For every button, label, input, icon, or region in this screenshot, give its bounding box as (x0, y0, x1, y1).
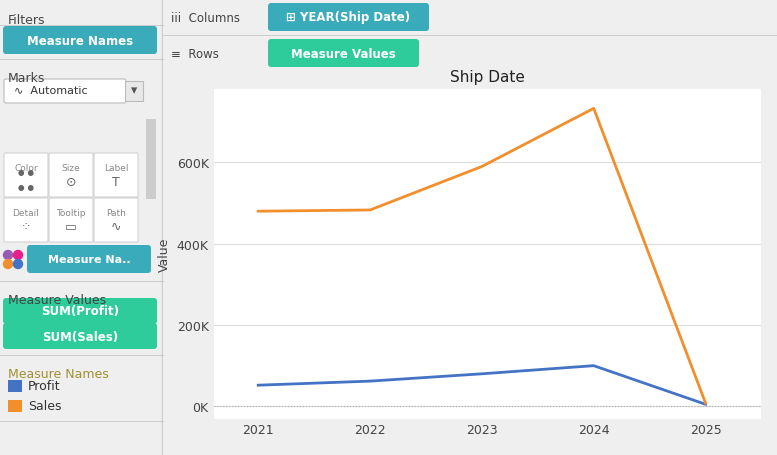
Text: Detail: Detail (12, 208, 40, 217)
FancyBboxPatch shape (4, 198, 48, 243)
Text: ∿  Automatic: ∿ Automatic (14, 86, 88, 96)
Text: ≡  Rows: ≡ Rows (171, 47, 219, 61)
FancyBboxPatch shape (94, 198, 138, 243)
Text: T: T (112, 176, 120, 188)
FancyBboxPatch shape (268, 40, 419, 68)
Text: Marks: Marks (8, 72, 45, 85)
Text: Sales: Sales (28, 399, 61, 413)
Bar (8, 380, 22, 392)
Text: Measure Names: Measure Names (8, 367, 109, 380)
Circle shape (4, 251, 12, 260)
Text: Measure Values: Measure Values (291, 47, 395, 61)
Text: Label: Label (104, 164, 128, 172)
Text: ⊙: ⊙ (66, 176, 76, 188)
Text: ▭: ▭ (65, 220, 77, 233)
Text: Color: Color (14, 164, 38, 172)
Text: Profit: Profit (28, 379, 61, 393)
Text: Size: Size (61, 164, 80, 172)
Text: ⁘: ⁘ (21, 220, 31, 233)
Text: Measure Values: Measure Values (8, 293, 106, 306)
FancyBboxPatch shape (4, 80, 126, 104)
Y-axis label: Value: Value (158, 237, 171, 272)
Title: Ship Date: Ship Date (450, 70, 525, 85)
Bar (125, 82, 143, 102)
Text: ▾: ▾ (131, 84, 137, 97)
Text: ∿: ∿ (111, 220, 121, 233)
FancyBboxPatch shape (3, 298, 157, 324)
Text: Measure Na..: Measure Na.. (47, 254, 131, 264)
Circle shape (4, 260, 12, 269)
Text: Measure Names: Measure Names (27, 35, 133, 47)
Text: SUM(Sales): SUM(Sales) (42, 330, 118, 343)
FancyBboxPatch shape (268, 4, 429, 32)
FancyBboxPatch shape (27, 245, 151, 273)
Text: Filters: Filters (8, 14, 46, 27)
FancyBboxPatch shape (4, 154, 48, 197)
FancyBboxPatch shape (3, 324, 157, 349)
FancyBboxPatch shape (3, 27, 157, 55)
Text: Tooltip: Tooltip (56, 208, 85, 217)
FancyBboxPatch shape (94, 154, 138, 197)
Circle shape (13, 251, 23, 260)
FancyBboxPatch shape (49, 198, 93, 243)
Circle shape (13, 260, 23, 269)
Text: Path: Path (106, 208, 126, 217)
FancyBboxPatch shape (49, 154, 93, 197)
Text: iii  Columns: iii Columns (171, 11, 240, 25)
Text: ⚫⚫
⚫⚫: ⚫⚫ ⚫⚫ (16, 168, 37, 196)
Bar (146, 120, 156, 200)
Text: SUM(Profit): SUM(Profit) (41, 305, 119, 318)
Text: ⊞ YEAR(Ship Date): ⊞ YEAR(Ship Date) (287, 11, 410, 25)
Bar (8, 400, 22, 412)
